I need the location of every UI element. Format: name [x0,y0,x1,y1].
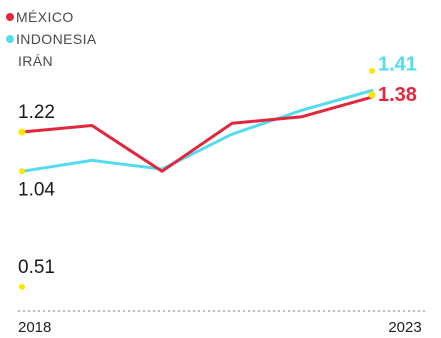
legend-label-iran: IRÁN [18,53,54,69]
legend-item-mexico: MÉXICO [6,6,97,28]
series-line-indonesia [20,89,374,173]
iran-point-2018 [18,128,26,136]
series-line-mexico [20,95,374,173]
end-label-mexico: 1.38 [378,84,417,106]
end-label-indonesia: 1.41 [378,54,417,76]
legend-item-indonesia: INDONESIA [6,28,97,50]
x-tick-label-2018: 2018 [18,319,51,336]
value-label-0-51: 0.51 [18,257,55,278]
iran-extra-point-0 [19,168,25,175]
legend-label-mexico: MÉXICO [16,9,74,25]
x-tick-label-2023: 2023 [388,319,421,336]
legend-label-indonesia: INDONESIA [16,31,97,47]
iran-point-2023 [368,91,376,99]
iran-extra-point-1 [19,283,25,290]
legend-dot-indonesia [6,35,14,43]
legend-dot-mexico [6,13,14,21]
legend: MÉXICO INDONESIA IRÁN [6,6,97,72]
value-label-1-22: 1.22 [18,102,55,123]
iran-extra-point-2 [369,67,375,74]
legend-item-iran: IRÁN [6,50,97,72]
value-label-1-04: 1.04 [18,179,55,200]
